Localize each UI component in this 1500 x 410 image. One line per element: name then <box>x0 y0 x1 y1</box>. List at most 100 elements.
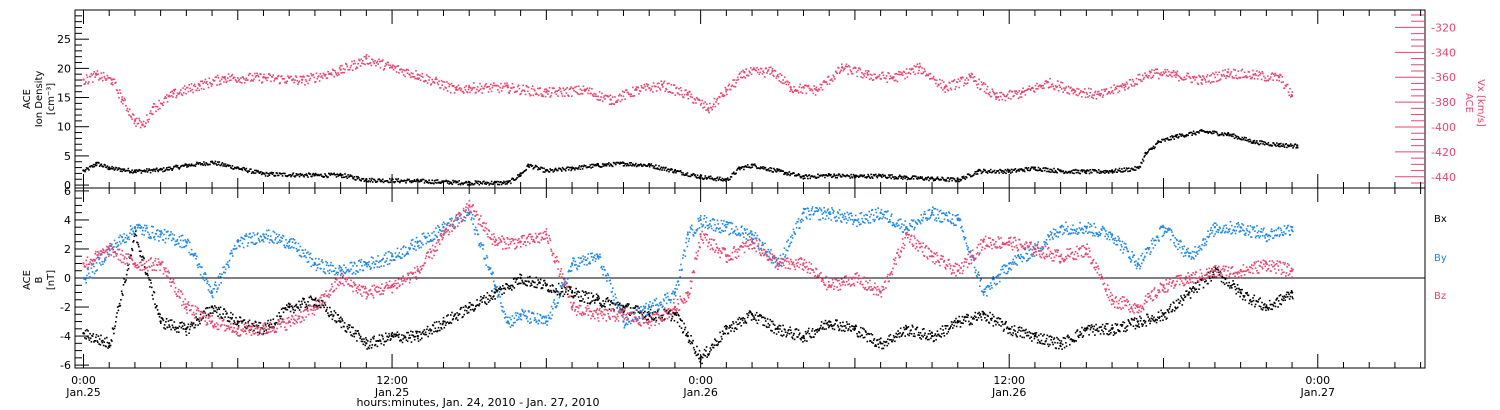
vx-point <box>297 83 299 85</box>
bx-point <box>199 313 202 316</box>
bx-point <box>333 310 336 312</box>
vx-point <box>1056 85 1058 88</box>
bx-point <box>1031 340 1033 342</box>
vx-point <box>301 75 304 78</box>
bx-point <box>354 329 357 332</box>
vx-point <box>1231 75 1233 78</box>
bx-point <box>1116 323 1119 326</box>
bx-point <box>762 324 764 326</box>
vx-point <box>122 99 125 102</box>
vx-point <box>251 74 254 77</box>
vx-point <box>595 95 598 98</box>
bx-point <box>535 276 537 279</box>
bx-point <box>380 342 383 345</box>
density-point <box>669 169 672 171</box>
density-point <box>1174 135 1176 138</box>
vx-point <box>173 89 175 91</box>
vx-point <box>90 73 92 75</box>
vx-point <box>254 72 256 75</box>
density-point <box>201 163 204 165</box>
density-point <box>405 179 408 182</box>
bx-point <box>117 309 120 312</box>
bx-point <box>406 340 409 342</box>
bx-point <box>539 282 541 284</box>
vx-point <box>459 87 461 89</box>
bx-point <box>148 278 150 281</box>
density-point <box>976 170 978 173</box>
bx-point <box>121 292 123 295</box>
vx-point <box>82 78 85 81</box>
bx-point <box>406 331 408 334</box>
bx-point <box>216 308 219 311</box>
density-point <box>185 163 188 166</box>
density-point <box>754 164 757 167</box>
vx-point <box>220 83 222 85</box>
vx-point <box>1209 75 1211 77</box>
density-point <box>1263 143 1266 146</box>
vx-point <box>1036 82 1038 85</box>
density-point <box>1290 143 1292 145</box>
bx-point <box>769 318 771 321</box>
vx-point <box>89 75 92 78</box>
vx-point <box>145 122 147 124</box>
density-point <box>933 178 936 181</box>
density-point <box>1120 171 1122 173</box>
density-point <box>828 173 831 176</box>
density-point <box>997 169 1000 172</box>
bx-point <box>775 333 778 335</box>
density-point <box>1187 134 1189 137</box>
density-point <box>419 180 421 183</box>
vx-point <box>1035 88 1037 90</box>
bx-point <box>251 323 254 325</box>
density-point <box>1228 134 1230 137</box>
bx-point <box>982 310 984 313</box>
vx-point <box>361 62 363 64</box>
bx-point <box>452 318 455 320</box>
bx-point <box>747 314 750 317</box>
vx-point <box>120 101 123 103</box>
vx-point <box>1080 90 1082 92</box>
bx-point <box>253 325 256 327</box>
density-point <box>932 179 935 182</box>
density-point <box>455 181 457 184</box>
vx-point <box>1015 90 1017 92</box>
density-point <box>902 178 904 180</box>
vx-point <box>889 75 892 77</box>
density-point <box>138 168 140 171</box>
density-point <box>935 177 938 180</box>
vx-point <box>470 89 473 92</box>
bx-point <box>1133 319 1135 321</box>
vx-point <box>1092 97 1095 99</box>
density-point <box>396 180 399 183</box>
vx-point <box>482 87 484 90</box>
density-point <box>561 166 564 169</box>
bx-point <box>174 328 176 331</box>
density-point <box>701 177 703 179</box>
vx-point <box>1076 87 1078 90</box>
vx-point <box>941 79 943 82</box>
density-point <box>1266 143 1269 146</box>
vx-point <box>721 95 724 97</box>
density-point <box>1225 133 1227 136</box>
vx-point <box>783 82 785 85</box>
vx-point <box>636 86 639 89</box>
bx-point <box>1122 321 1124 323</box>
density-point <box>961 176 963 178</box>
bx-point <box>176 331 178 333</box>
density-point <box>1018 170 1021 172</box>
vx-point <box>335 71 337 74</box>
bx-point <box>199 322 201 325</box>
bx-point <box>202 317 204 319</box>
bx-point <box>403 336 406 339</box>
bx-point <box>472 304 474 307</box>
density-point <box>1000 171 1003 173</box>
vx-point <box>126 107 129 110</box>
bx-point <box>291 306 294 309</box>
bx-point <box>750 319 753 321</box>
density-point <box>1169 136 1172 138</box>
bx-point <box>100 334 102 337</box>
top-panel-frame <box>74 9 1426 189</box>
vx-point <box>501 87 504 89</box>
density-point <box>1156 142 1159 145</box>
density-point <box>753 163 756 165</box>
